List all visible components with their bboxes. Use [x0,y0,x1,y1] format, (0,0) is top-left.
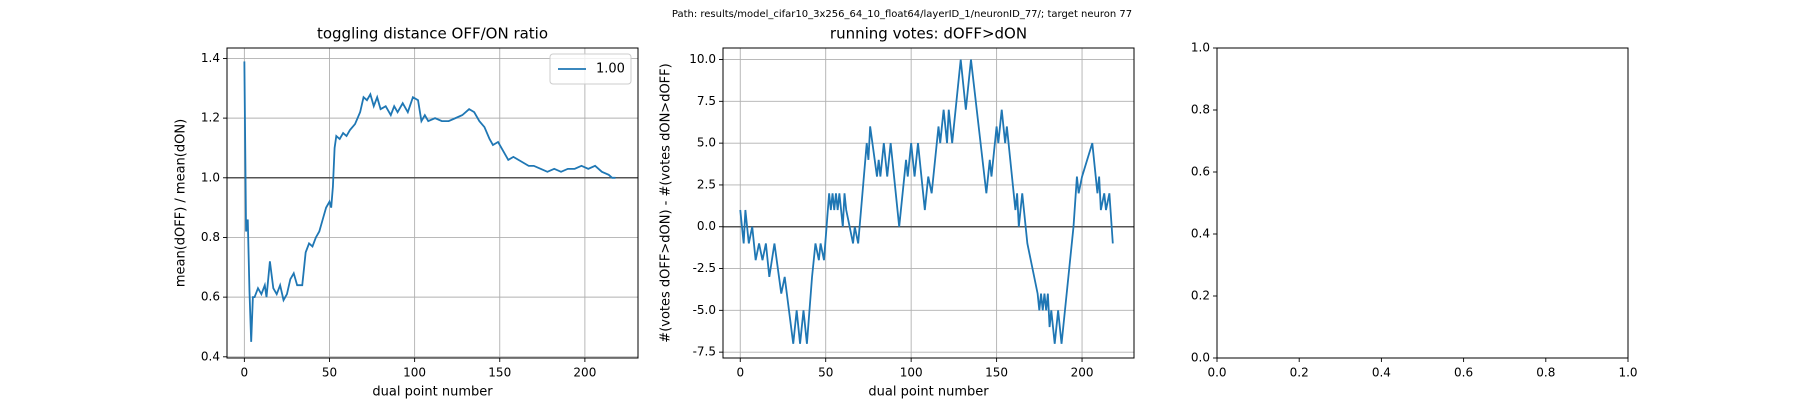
x-tick-label: 200 [573,366,596,380]
x-tick-label: 50 [818,366,833,380]
y-tick-label: 0.8 [1191,103,1210,117]
x-tick-label: 0.0 [1207,366,1226,380]
y-tick-label: 5.0 [697,136,716,150]
axes-frame [722,47,1135,359]
y-tick-label: 0.6 [201,290,220,304]
y-tick-label: 1.0 [201,170,220,184]
x-axis-label: dual point number [868,385,989,400]
x-tick-label: 0.6 [1454,366,1473,380]
y-tick-label: 1.0 [1191,41,1210,55]
x-tick-label: 100 [900,366,923,380]
y-tick-label: 0.0 [697,219,716,233]
x-tick-label: 50 [322,366,337,380]
y-tick-label: 0.0 [1191,351,1210,365]
y-tick-label: -2.5 [693,261,716,275]
y-tick-label: -7.5 [693,345,716,359]
axes-title: running votes: dOFF>dON [830,25,1027,43]
y-tick-label: 10.0 [689,52,716,66]
x-tick-label: 100 [403,366,426,380]
x-axis-label: dual point number [372,385,493,400]
x-tick-label: 0.2 [1290,366,1309,380]
y-axis-label: mean(dOFF) / mean(dON) [174,119,189,287]
axes-title: toggling distance OFF/ON ratio [317,25,548,43]
legend-box [549,53,632,85]
y-tick-label: 1.4 [201,51,220,65]
axes-frame [226,47,639,359]
y-tick-label: 7.5 [697,94,716,108]
y-tick-label: -5.0 [693,303,716,317]
y-tick-label: 0.6 [1191,165,1210,179]
y-tick-label: 0.2 [1191,289,1210,303]
figure-title: Path: results/model_cifar10_3x256_64_10_… [672,9,1132,20]
x-tick-label: 1.0 [1618,366,1637,380]
data-line [739,59,1114,344]
x-tick-label: 0 [736,366,744,380]
x-tick-label: 150 [488,366,511,380]
x-tick-label: 0.8 [1536,366,1555,380]
y-tick-label: 0.4 [201,349,220,363]
y-tick-label: 0.4 [1191,227,1210,241]
x-tick-label: 150 [985,366,1008,380]
y-tick-label: 1.2 [201,111,220,125]
legend-label: 1.00 [596,62,625,77]
y-tick-label: 2.5 [697,177,716,191]
axes-frame [1216,47,1629,359]
x-tick-label: 0 [241,366,249,380]
y-axis-label: #(votes dOFF>dON) - #(votes dON>dOFF) [659,63,674,342]
data-line [243,61,616,342]
x-tick-label: 0.4 [1372,366,1391,380]
y-tick-label: 0.8 [201,230,220,244]
x-tick-label: 200 [1071,366,1094,380]
